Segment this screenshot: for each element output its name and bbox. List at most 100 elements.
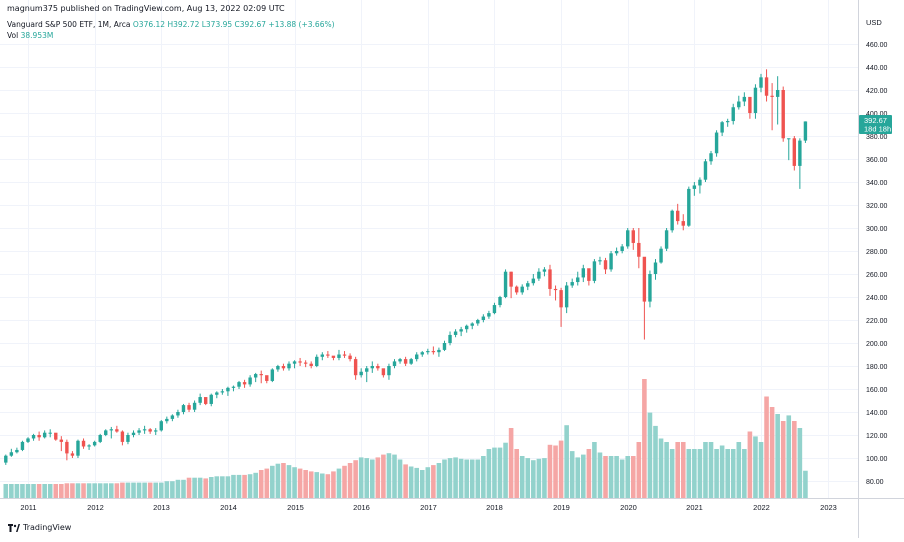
candle-body xyxy=(26,438,30,442)
volume-bar xyxy=(564,425,569,498)
volume-bar xyxy=(792,421,797,498)
volume-bar xyxy=(703,442,708,498)
candle-body xyxy=(526,283,530,287)
time-tick-label: 2021 xyxy=(686,503,703,512)
tradingview-logo[interactable]: TradingView xyxy=(8,523,71,532)
volume-bar xyxy=(692,449,697,498)
volume-bar xyxy=(536,458,542,498)
price-tick-label: 300.00 xyxy=(866,226,888,233)
candle-body xyxy=(142,429,147,431)
volume-value: 38.953M xyxy=(20,31,54,40)
candle-body xyxy=(587,268,591,281)
price-tick-label: 420.00 xyxy=(866,88,888,95)
price-tick-label: 380.00 xyxy=(866,134,888,141)
volume-bar xyxy=(47,484,53,498)
volume-bar xyxy=(725,449,730,498)
volume-bar xyxy=(586,449,592,498)
candle-body xyxy=(331,355,336,358)
volume-bar xyxy=(653,425,658,498)
volume-bar xyxy=(14,484,20,498)
volume-bar xyxy=(442,459,447,498)
candle-body xyxy=(353,359,358,376)
candle-body xyxy=(742,96,747,102)
candle-body xyxy=(276,366,280,370)
candle-body xyxy=(231,386,236,388)
candle-body xyxy=(42,432,47,438)
price-tick-label: 440.00 xyxy=(866,65,888,72)
candle-body xyxy=(192,402,197,410)
volume-bar xyxy=(303,470,308,498)
volume-bar xyxy=(336,468,342,498)
price-tick-label: 100.00 xyxy=(866,456,888,463)
candle-body xyxy=(237,382,241,387)
volume-bar xyxy=(531,460,536,498)
candle-body xyxy=(553,288,558,291)
candle-body xyxy=(265,375,269,381)
symbol-legend[interactable]: Vanguard S&P 500 ETF, 1M, Arca O376.12 H… xyxy=(7,20,335,29)
volume-legend[interactable]: Vol 38.953M xyxy=(7,31,53,40)
volume-bar xyxy=(242,474,247,498)
candle-body xyxy=(453,331,458,335)
volume-bar xyxy=(775,414,780,498)
candle-body xyxy=(387,366,391,376)
candle-body xyxy=(637,242,641,257)
candle-body xyxy=(365,368,369,372)
time-tick-label: 2011 xyxy=(20,503,36,512)
volume-bar xyxy=(675,442,680,498)
candle-body xyxy=(226,387,230,392)
candle-body xyxy=(592,261,597,281)
volume-bar xyxy=(497,447,503,498)
volume-bar xyxy=(453,457,458,498)
volume-bar xyxy=(109,483,114,498)
price-tick-label: 280.00 xyxy=(866,249,888,256)
volume-bar xyxy=(803,470,808,498)
candle-body xyxy=(148,429,152,432)
volume-bar xyxy=(369,459,375,498)
candle-body xyxy=(537,271,541,279)
candle-body xyxy=(559,290,563,308)
candle-body xyxy=(92,441,97,446)
volume-bar xyxy=(486,449,492,498)
candle-body xyxy=(87,445,91,447)
candle-body xyxy=(315,356,319,366)
volume-bar xyxy=(403,464,408,498)
candle-body xyxy=(520,286,524,293)
candle-body xyxy=(76,440,80,456)
candle-body xyxy=(376,366,380,369)
candle-body xyxy=(298,361,302,363)
volume-bar xyxy=(3,484,9,498)
candle-body xyxy=(676,210,680,222)
volume-bar xyxy=(558,440,564,498)
volume-bar xyxy=(103,483,109,498)
volume-bar xyxy=(170,481,175,498)
volume-bar xyxy=(669,449,675,498)
volume-bar xyxy=(342,465,347,498)
price-tick-label: 260.00 xyxy=(866,272,888,279)
candle-body xyxy=(481,316,486,320)
volume-bar xyxy=(719,445,725,498)
candle-body xyxy=(748,96,752,113)
candle-body xyxy=(9,452,14,456)
candle-body xyxy=(337,354,341,358)
candle-body xyxy=(248,377,252,385)
candle-body xyxy=(165,418,169,422)
price-tick-label: 360.00 xyxy=(866,157,888,164)
candle-body xyxy=(781,90,785,139)
candle-body xyxy=(431,351,436,353)
volume-bar xyxy=(175,479,181,498)
candle-body xyxy=(464,325,469,330)
volume-bar xyxy=(764,396,769,498)
candle-body xyxy=(31,435,36,439)
candle-body xyxy=(576,277,580,283)
candle-body xyxy=(753,87,758,113)
tradingview-brand: TradingView xyxy=(23,523,72,532)
candle-body xyxy=(770,95,774,97)
price-tick-label: 160.00 xyxy=(866,387,888,394)
price-axis[interactable]: 80.00 100.00 120.00 140.00 160.00 180.00 200.0… xyxy=(866,42,888,486)
volume-bar xyxy=(297,468,303,498)
volume-bar xyxy=(542,458,547,498)
price-tick-label: 180.00 xyxy=(866,364,888,371)
time-axis[interactable]: 2011 2012 2013 2014 2015 2016 2017 2018 2019 2020… xyxy=(20,503,836,512)
